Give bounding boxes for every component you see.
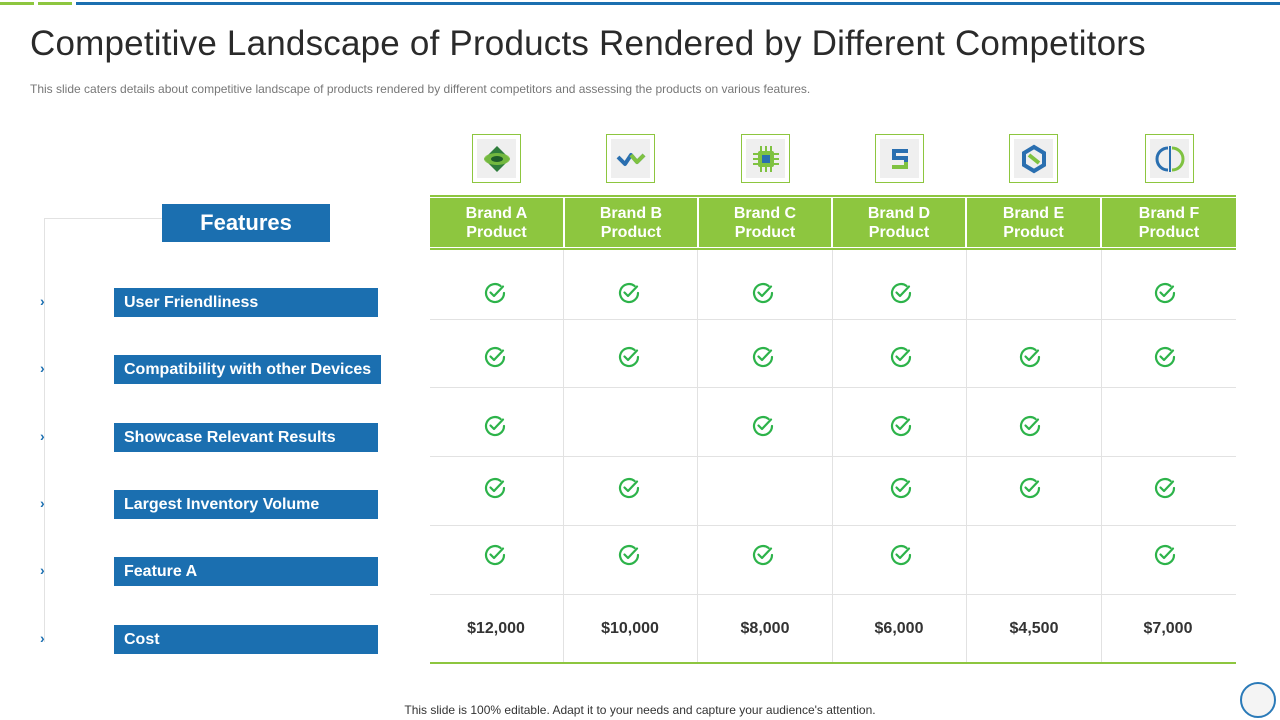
- check-icon: [751, 345, 775, 369]
- diamond-leaf-icon: [483, 145, 510, 172]
- brand-name: Brand D: [867, 204, 931, 222]
- check-icon: [1018, 476, 1042, 500]
- brand-name: Brand F: [1138, 204, 1200, 222]
- row-divider: [430, 387, 1236, 388]
- accent-segment: [76, 2, 1280, 5]
- check-icon: [889, 414, 913, 438]
- check-icon: [889, 281, 913, 305]
- brand-f-logo: [1145, 134, 1194, 183]
- slide-footer-note: This slide is 100% editable. Adapt it to…: [404, 703, 876, 717]
- check-icon: [1018, 345, 1042, 369]
- feature-label: Feature A: [114, 557, 378, 586]
- check-icon: [889, 476, 913, 500]
- brand-c-logo: [741, 134, 790, 183]
- brand-f-header: Brand F Product: [1102, 198, 1236, 247]
- features-connector-line: [44, 218, 45, 642]
- chip-icon: [752, 145, 779, 172]
- brand-e-logo: [1009, 134, 1058, 183]
- check-icon: [617, 345, 641, 369]
- slide-subtitle: This slide caters details about competit…: [30, 82, 811, 96]
- feature-label: Largest Inventory Volume: [114, 490, 378, 519]
- check-icon: [617, 543, 641, 567]
- check-icon: [483, 476, 507, 500]
- price-brand-a: $12,000: [467, 620, 525, 637]
- check-icon: [483, 414, 507, 438]
- check-icon: [889, 345, 913, 369]
- brand-a-logo: [472, 134, 521, 183]
- s-link-icon: [891, 148, 908, 169]
- features-header: Features: [162, 204, 330, 242]
- check-icon: [1018, 414, 1042, 438]
- check-icon: [1153, 281, 1177, 305]
- brand-product-label: Product: [1003, 223, 1064, 241]
- brand-name: Brand B: [599, 204, 663, 222]
- top-accent-bar: [0, 2, 1280, 5]
- zigzag-arrow-icon: [616, 152, 645, 166]
- brand-product-label: Product: [466, 223, 527, 241]
- brand-e-header: Brand E Product: [967, 198, 1100, 247]
- brand-d-header: Brand D Product: [833, 198, 965, 247]
- chevron-right-icon: ›: [40, 428, 45, 444]
- brand-product-label: Product: [600, 223, 662, 241]
- check-icon: [483, 281, 507, 305]
- chevron-right-icon: ›: [40, 630, 45, 646]
- brand-a-header: Brand A Product: [430, 198, 563, 247]
- brand-b-header: Brand B Product: [565, 198, 697, 247]
- chevron-right-icon: ›: [40, 495, 45, 511]
- features-connector-line: [44, 218, 162, 219]
- chevron-right-icon: ›: [40, 562, 45, 578]
- slide-nav-button[interactable]: [1240, 682, 1276, 718]
- chevron-right-icon: ›: [40, 293, 45, 309]
- row-divider: [430, 525, 1236, 526]
- slide-title: Competitive Landscape of Products Render…: [30, 24, 1146, 63]
- price-brand-d: $6,000: [874, 620, 924, 637]
- brand-d-logo: [875, 134, 924, 183]
- brand-name: Brand C: [733, 204, 797, 222]
- row-divider: [430, 319, 1236, 320]
- brand-product-label: Product: [1138, 223, 1200, 241]
- brand-c-header: Brand C Product: [699, 198, 831, 247]
- feature-label: User Friendliness: [114, 288, 378, 317]
- accent-segment: [0, 2, 34, 5]
- row-divider: [430, 594, 1236, 595]
- check-icon: [1153, 345, 1177, 369]
- check-icon: [617, 476, 641, 500]
- hexagon-link-icon: [1021, 144, 1046, 173]
- check-icon: [751, 281, 775, 305]
- check-icon: [617, 281, 641, 305]
- price-brand-c: $8,000: [740, 620, 790, 637]
- check-icon: [751, 543, 775, 567]
- brand-b-logo: [606, 134, 655, 183]
- brand-product-label: Product: [734, 223, 796, 241]
- chevron-right-icon: ›: [40, 360, 45, 376]
- price-brand-f: $7,000: [1143, 620, 1193, 637]
- check-icon: [751, 414, 775, 438]
- row-divider: [430, 456, 1236, 457]
- price-brand-b: $10,000: [601, 620, 659, 637]
- accent-segment: [38, 2, 72, 5]
- brand-name: Brand E: [1002, 204, 1065, 222]
- brand-name: Brand A: [465, 204, 528, 222]
- feature-label: Cost: [114, 625, 378, 654]
- table-bottom-line: [430, 662, 1236, 664]
- price-brand-e: $4,500: [1009, 620, 1059, 637]
- check-icon: [1153, 476, 1177, 500]
- feature-label: Showcase Relevant Results: [114, 423, 378, 452]
- check-icon: [483, 543, 507, 567]
- brand-product-label: Product: [868, 223, 930, 241]
- circular-leaf-icon: [1155, 145, 1184, 172]
- check-icon: [1153, 543, 1177, 567]
- check-icon: [483, 345, 507, 369]
- check-icon: [889, 543, 913, 567]
- feature-label: Compatibility with other Devices: [114, 355, 381, 384]
